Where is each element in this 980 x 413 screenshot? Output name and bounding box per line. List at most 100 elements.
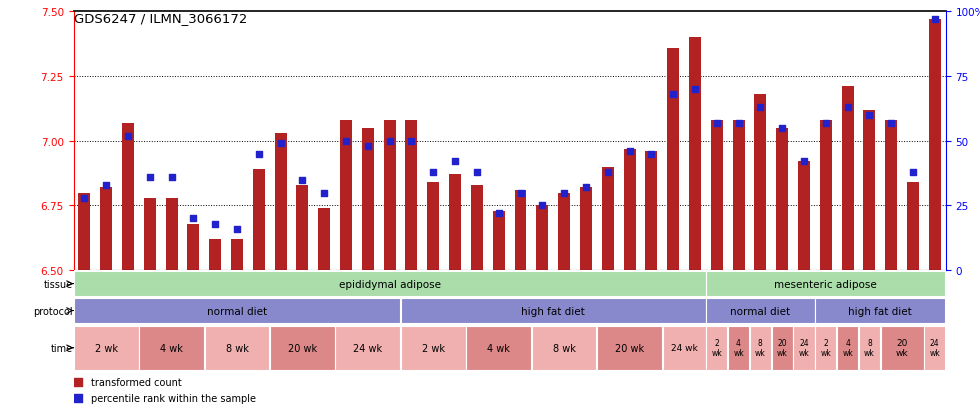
Point [142, 174, 158, 181]
Bar [750, 326, 771, 370]
Text: epididymal adipose: epididymal adipose [339, 279, 441, 289]
Text: 4 wk: 4 wk [487, 343, 511, 353]
Bar [646, 152, 658, 271]
Bar [78, 193, 90, 271]
Point [578, 185, 594, 191]
Point [317, 190, 332, 197]
Text: 20 wk: 20 wk [615, 343, 644, 353]
Bar [728, 326, 749, 370]
Bar [532, 326, 597, 370]
Bar [602, 167, 613, 271]
Bar [401, 299, 706, 323]
Text: 24 wk: 24 wk [354, 343, 382, 353]
Bar [406, 121, 417, 271]
Bar [74, 326, 138, 370]
Bar [427, 183, 439, 271]
Point [382, 138, 398, 145]
Bar [707, 326, 727, 370]
Text: tissue: tissue [44, 279, 74, 289]
Bar [122, 123, 134, 271]
Bar [597, 326, 662, 370]
Text: protocol: protocol [33, 306, 74, 316]
Bar [144, 198, 156, 271]
Bar [885, 121, 897, 271]
Text: transformed count: transformed count [91, 377, 181, 387]
Bar [842, 87, 854, 271]
Point [557, 190, 572, 197]
Bar [881, 326, 923, 370]
Text: 8
wk: 8 wk [755, 338, 765, 358]
Point [491, 211, 507, 217]
Bar [815, 299, 946, 323]
Point [70, 395, 85, 402]
Bar [623, 149, 635, 271]
Text: GDS6247 / ILMN_3066172: GDS6247 / ILMN_3066172 [74, 12, 247, 25]
Bar [187, 224, 199, 271]
Text: 20 wk: 20 wk [288, 343, 317, 353]
Point [687, 87, 703, 93]
Point [621, 148, 637, 155]
Point [883, 120, 899, 127]
Text: 24
wk: 24 wk [799, 338, 809, 358]
Bar [210, 240, 221, 271]
Bar [384, 121, 396, 271]
Point [600, 169, 615, 176]
Point [796, 159, 811, 166]
Point [76, 195, 92, 202]
Point [404, 138, 419, 145]
Bar [340, 121, 352, 271]
Point [753, 104, 768, 111]
Bar [401, 326, 466, 370]
Point [927, 17, 943, 24]
Bar [707, 272, 946, 296]
Point [709, 120, 724, 127]
Point [272, 141, 288, 147]
Bar [231, 240, 243, 271]
Bar [449, 175, 461, 271]
Point [121, 133, 136, 140]
Bar [733, 121, 745, 271]
Bar [794, 326, 814, 370]
Bar [362, 128, 373, 271]
Bar [297, 185, 309, 271]
Point [338, 138, 354, 145]
Bar [580, 188, 592, 271]
Bar [318, 209, 330, 271]
Bar [689, 38, 701, 271]
Point [229, 226, 245, 233]
Point [469, 169, 485, 176]
Text: mesenteric adipose: mesenteric adipose [774, 279, 877, 289]
Text: time: time [51, 343, 74, 353]
Point [164, 174, 179, 181]
Point [425, 169, 441, 176]
Bar [837, 326, 858, 370]
Point [906, 169, 921, 176]
Point [513, 190, 528, 197]
Bar [74, 272, 706, 296]
Bar [466, 326, 531, 370]
Text: 4
wk: 4 wk [842, 338, 853, 358]
Text: 8
wk: 8 wk [864, 338, 875, 358]
Bar [274, 134, 286, 271]
Bar [707, 299, 814, 323]
Bar [907, 183, 919, 271]
Point [818, 120, 834, 127]
Text: 2 wk: 2 wk [95, 343, 118, 353]
Bar [771, 326, 793, 370]
Point [70, 379, 85, 385]
Text: 2
wk: 2 wk [711, 338, 722, 358]
Bar [493, 211, 505, 271]
Point [447, 159, 463, 166]
Text: 24 wk: 24 wk [670, 344, 698, 352]
Text: 2 wk: 2 wk [421, 343, 445, 353]
Text: 8 wk: 8 wk [225, 343, 249, 353]
Bar [253, 170, 265, 271]
Bar [74, 299, 400, 323]
Point [534, 203, 550, 209]
Bar [710, 121, 722, 271]
Point [295, 177, 311, 183]
Bar [166, 198, 177, 271]
Bar [559, 193, 570, 271]
Bar [536, 206, 548, 271]
Bar [100, 188, 112, 271]
